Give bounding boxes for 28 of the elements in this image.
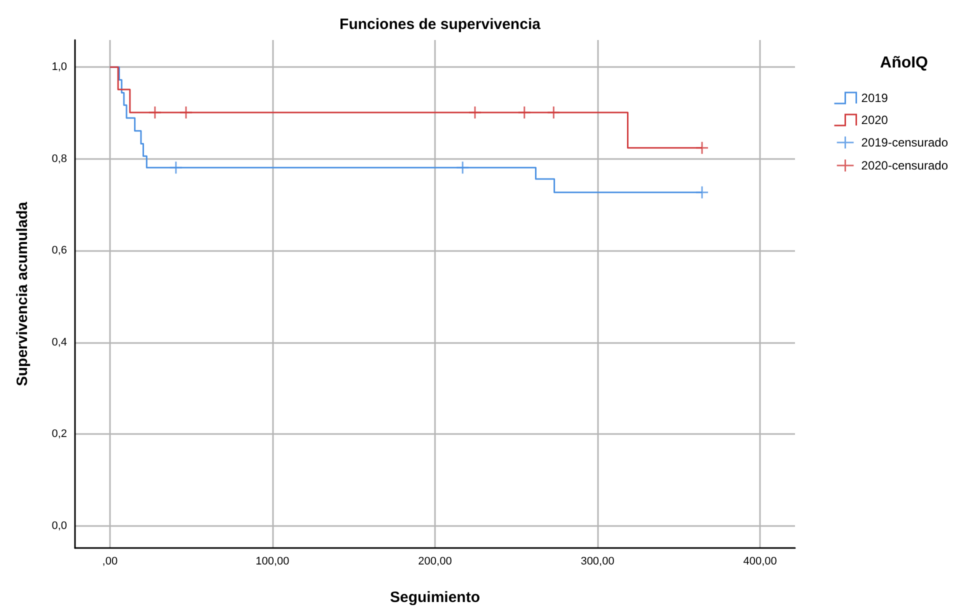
legend-label: 2020-censurado	[861, 158, 948, 172]
y-tick-label: 0,4	[52, 336, 67, 348]
x-tick-label: ,00	[102, 556, 118, 568]
y-tick-label: 1,0	[52, 61, 67, 74]
point	[695, 186, 709, 200]
point	[695, 141, 709, 155]
x-tick-label: 200,00	[418, 556, 452, 568]
point	[468, 106, 482, 120]
y-tick-label: 0,2	[52, 428, 67, 440]
point	[169, 160, 183, 174]
x-tick-label: 300,00	[580, 556, 614, 568]
x-tick-label: 100,00	[256, 556, 290, 568]
legend-label: 2019	[861, 91, 888, 105]
y-axis-title: Supervivencia acumulada	[14, 201, 31, 386]
legend-label: 2020	[861, 113, 888, 127]
chart-title: Funciones de supervivencia	[340, 16, 542, 33]
point	[546, 106, 560, 120]
x-tick-label: 400,00	[743, 556, 777, 568]
point	[518, 106, 532, 120]
y-tick-label: 0,6	[52, 244, 67, 257]
legend-title: AñoIQ	[880, 54, 928, 72]
x-axis-title: Seguimiento	[390, 589, 480, 606]
point	[456, 160, 470, 174]
point	[148, 106, 162, 120]
point	[179, 106, 193, 120]
y-tick-label: 0,8	[52, 152, 67, 165]
y-tick-label: 0,0	[52, 520, 67, 532]
legend-label: 2019-censurado	[861, 136, 948, 150]
